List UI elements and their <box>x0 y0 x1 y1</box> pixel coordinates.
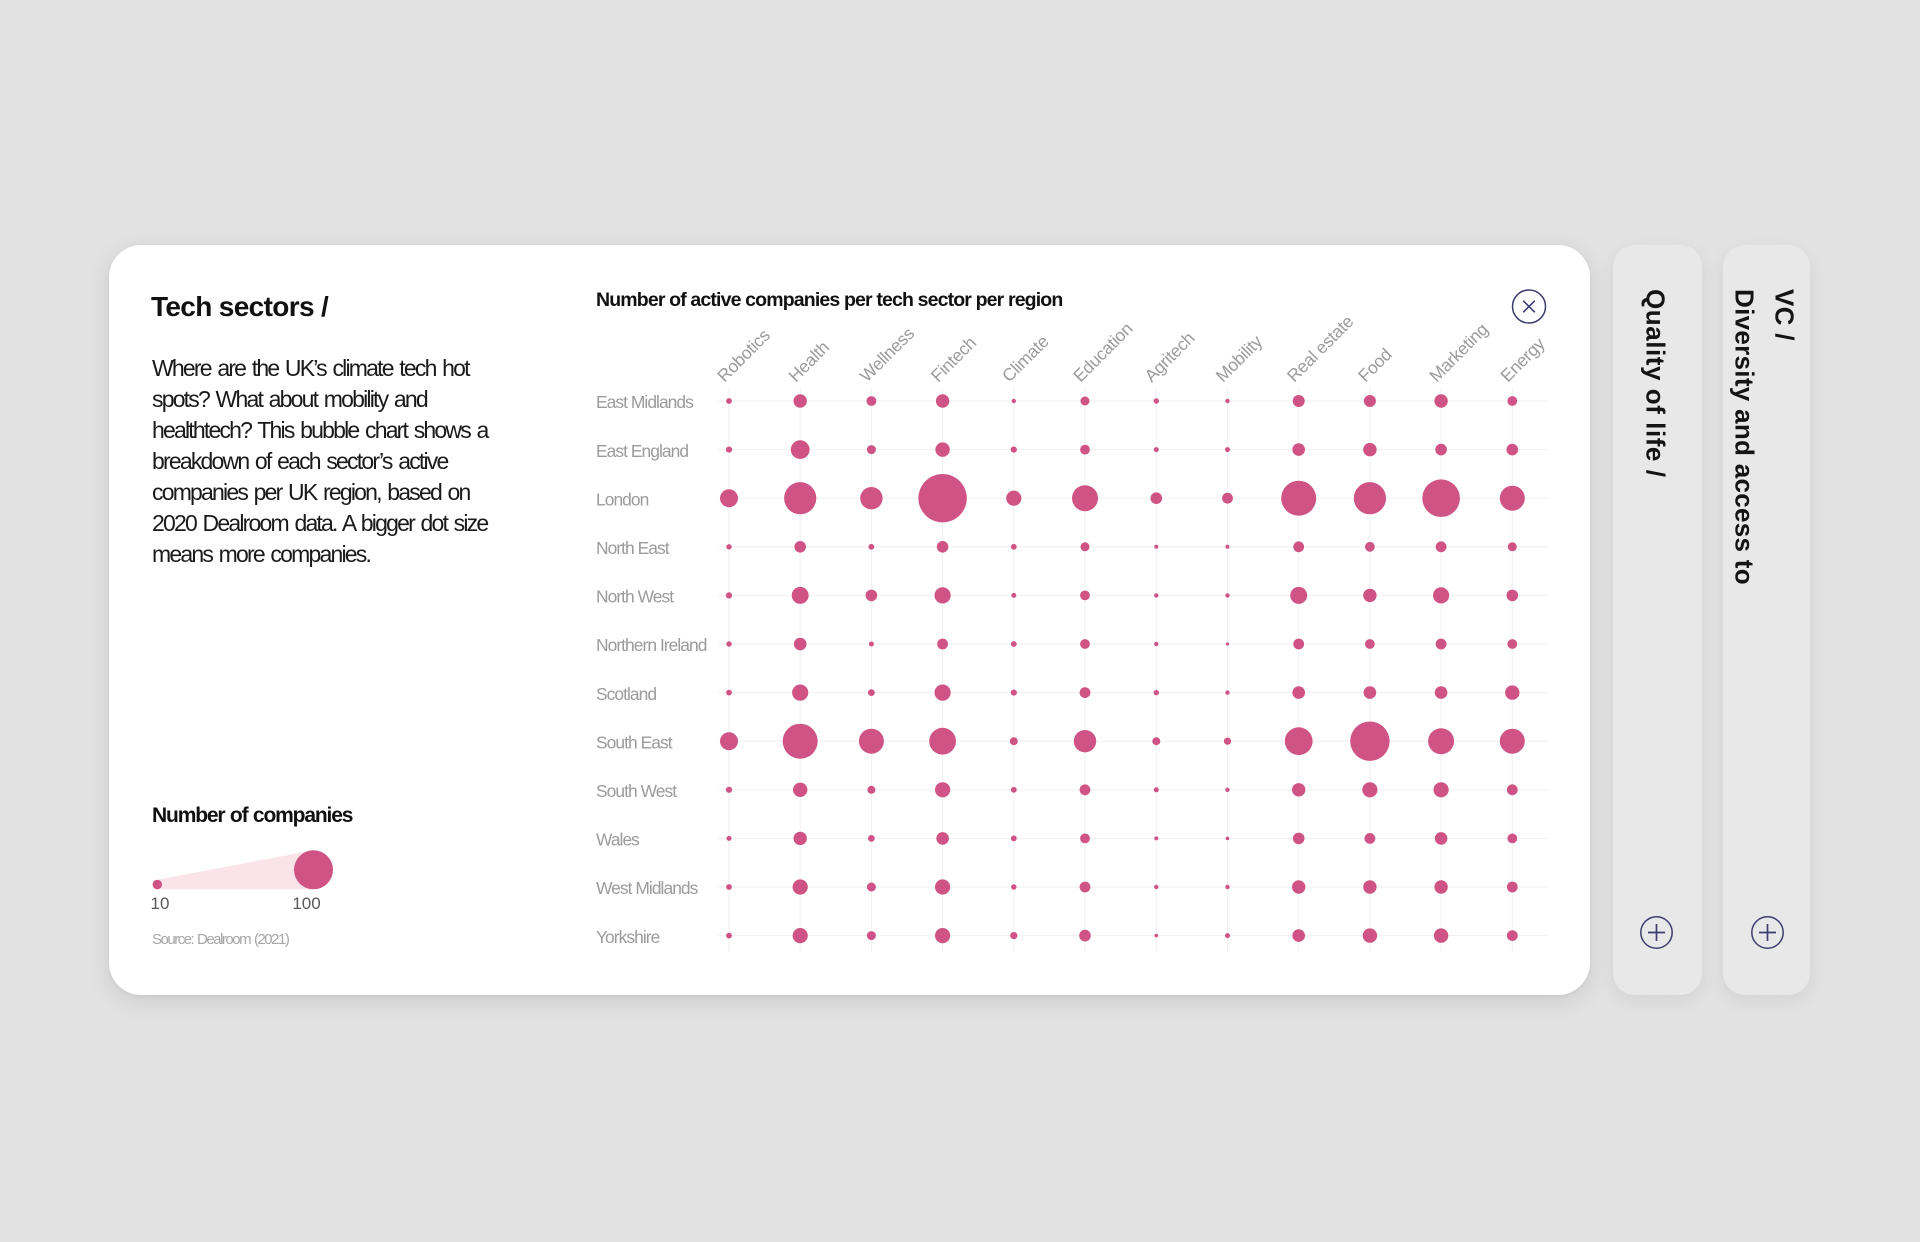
svg-text:Health: Health <box>784 337 833 386</box>
svg-text:Wales: Wales <box>596 830 640 850</box>
svg-text:Agritech: Agritech <box>1140 328 1198 386</box>
svg-text:Robotics: Robotics <box>713 325 774 386</box>
svg-text:East England: East England <box>596 441 688 461</box>
svg-text:Wellness: Wellness <box>856 323 919 386</box>
svg-text:Education: Education <box>1069 319 1136 386</box>
svg-text:Food: Food <box>1354 344 1396 386</box>
svg-text:Scotland: Scotland <box>596 684 656 704</box>
svg-text:Fintech: Fintech <box>927 333 980 386</box>
svg-text:East Midlands: East Midlands <box>596 392 694 412</box>
svg-text:West Midlands: West Midlands <box>596 878 699 898</box>
svg-text:South East: South East <box>596 732 673 752</box>
svg-text:Real estate: Real estate <box>1283 311 1357 385</box>
svg-text:Marketing: Marketing <box>1425 319 1492 386</box>
svg-text:Northern Ireland: Northern Ireland <box>596 635 707 655</box>
svg-text:Mobility: Mobility <box>1212 331 1267 386</box>
svg-text:North East: North East <box>596 538 670 558</box>
svg-text:South West: South West <box>596 781 677 801</box>
svg-text:London: London <box>596 489 649 509</box>
svg-text:North West: North West <box>596 587 674 607</box>
svg-text:Climate: Climate <box>998 331 1053 386</box>
svg-text:Energy: Energy <box>1496 333 1548 385</box>
svg-text:Yorkshire: Yorkshire <box>596 927 660 947</box>
